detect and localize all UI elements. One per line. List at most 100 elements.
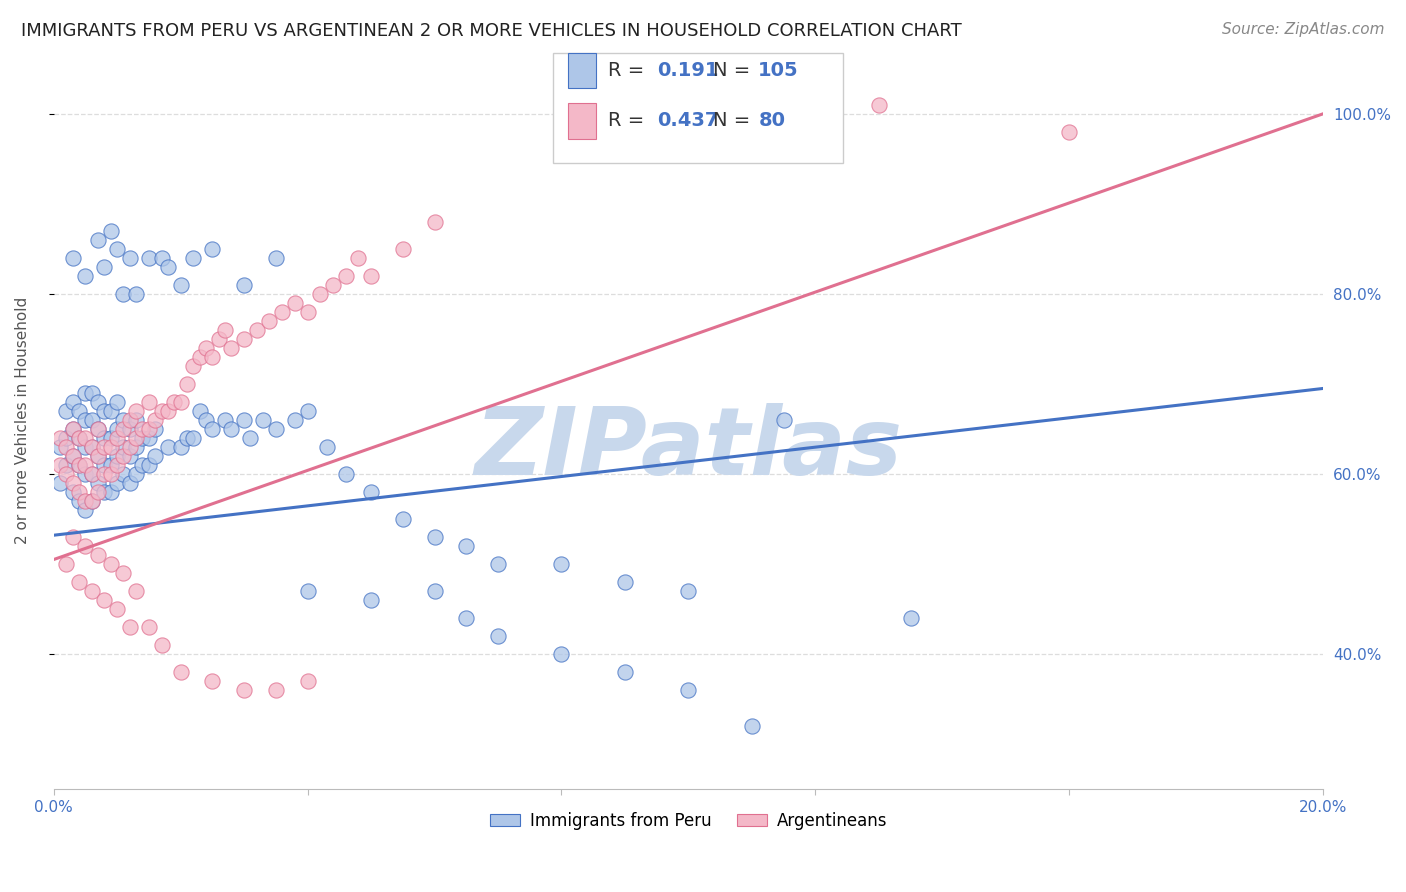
Point	[80, 440, 103, 454]
Point	[613, 665, 636, 680]
Point	[87, 395, 110, 409]
Point	[169, 665, 191, 680]
Point	[112, 449, 135, 463]
Point	[125, 404, 148, 418]
Point	[112, 467, 135, 481]
Point	[486, 557, 509, 571]
Point	[105, 422, 128, 436]
Point	[284, 413, 307, 427]
Text: 0.437: 0.437	[657, 112, 718, 130]
Point	[93, 404, 115, 418]
Point	[678, 683, 700, 698]
Point	[360, 593, 382, 607]
Point	[49, 431, 72, 445]
Text: 105: 105	[758, 62, 799, 80]
Point	[143, 449, 166, 463]
Point	[87, 449, 110, 463]
Point	[93, 260, 115, 274]
Point	[93, 431, 115, 445]
Point	[67, 431, 90, 445]
Point	[87, 475, 110, 490]
Point	[309, 286, 332, 301]
Point	[118, 413, 141, 427]
Point	[49, 458, 72, 472]
Point	[80, 440, 103, 454]
Point	[75, 413, 97, 427]
Text: N =: N =	[713, 62, 756, 80]
Point	[138, 620, 160, 634]
Point	[176, 431, 198, 445]
Legend: Immigrants from Peru, Argentineans: Immigrants from Peru, Argentineans	[484, 805, 894, 837]
Point	[233, 683, 256, 698]
Point	[100, 224, 122, 238]
Point	[163, 395, 186, 409]
Point	[62, 395, 84, 409]
Text: ZIPatlas: ZIPatlas	[474, 403, 903, 495]
Point	[87, 422, 110, 436]
Point	[233, 277, 256, 292]
Point	[75, 440, 97, 454]
Point	[423, 584, 446, 599]
Y-axis label: 2 or more Vehicles in Household: 2 or more Vehicles in Household	[15, 296, 30, 543]
Point	[233, 332, 256, 346]
Point	[208, 332, 231, 346]
Point	[93, 593, 115, 607]
Point	[391, 242, 413, 256]
Point	[131, 422, 153, 436]
Point	[868, 97, 890, 112]
Point	[150, 251, 173, 265]
Point	[62, 449, 84, 463]
Point	[131, 431, 153, 445]
Point	[169, 395, 191, 409]
Point	[62, 422, 84, 436]
Point	[62, 251, 84, 265]
Point	[125, 431, 148, 445]
Point	[264, 683, 287, 698]
FancyBboxPatch shape	[553, 53, 844, 163]
Point	[80, 584, 103, 599]
Point	[201, 674, 224, 689]
Point	[80, 467, 103, 481]
Point	[335, 268, 357, 283]
Point	[214, 413, 236, 427]
Point	[105, 475, 128, 490]
Point	[118, 449, 141, 463]
Point	[75, 386, 97, 401]
Point	[105, 602, 128, 616]
Point	[75, 494, 97, 508]
Point	[87, 233, 110, 247]
Point	[87, 449, 110, 463]
Point	[118, 620, 141, 634]
Point	[93, 440, 115, 454]
Point	[138, 458, 160, 472]
Point	[67, 431, 90, 445]
Point	[550, 647, 572, 661]
Point	[100, 458, 122, 472]
Point	[55, 557, 77, 571]
Point	[169, 440, 191, 454]
Point	[678, 584, 700, 599]
Point	[1059, 125, 1081, 139]
Point	[391, 512, 413, 526]
Point	[100, 557, 122, 571]
Point	[93, 467, 115, 481]
Text: 0.191: 0.191	[657, 62, 718, 80]
Point	[201, 242, 224, 256]
Point	[125, 584, 148, 599]
Point	[297, 674, 319, 689]
FancyBboxPatch shape	[568, 53, 596, 88]
Point	[62, 530, 84, 544]
Point	[80, 386, 103, 401]
Point	[194, 341, 217, 355]
Point	[181, 251, 204, 265]
Point	[221, 341, 243, 355]
Text: IMMIGRANTS FROM PERU VS ARGENTINEAN 2 OR MORE VEHICLES IN HOUSEHOLD CORRELATION : IMMIGRANTS FROM PERU VS ARGENTINEAN 2 OR…	[21, 22, 962, 40]
Text: Source: ZipAtlas.com: Source: ZipAtlas.com	[1222, 22, 1385, 37]
Point	[118, 475, 141, 490]
Point	[297, 584, 319, 599]
Point	[138, 395, 160, 409]
Point	[100, 440, 122, 454]
Point	[772, 413, 794, 427]
Point	[55, 458, 77, 472]
Point	[112, 422, 135, 436]
